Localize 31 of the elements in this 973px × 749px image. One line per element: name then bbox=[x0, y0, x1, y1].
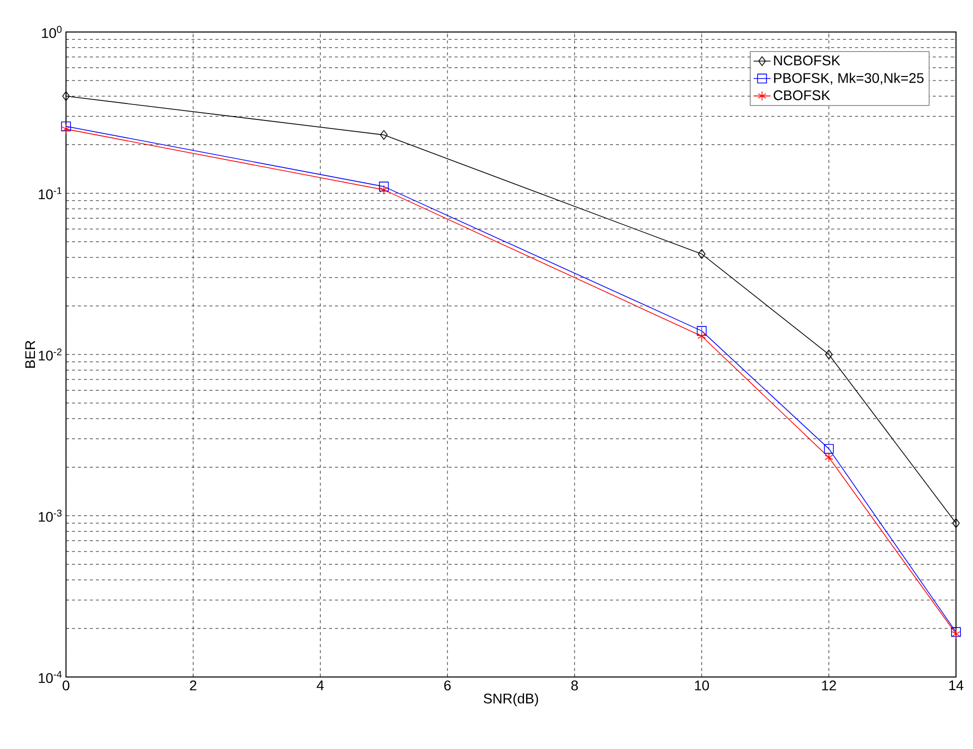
y-axis-title: BER bbox=[25, 340, 35, 368]
x-tick-label: 4 bbox=[316, 680, 324, 690]
y-tick-label: 10$^{-1}$ bbox=[38, 187, 62, 200]
point bbox=[62, 124, 70, 134]
point bbox=[825, 350, 833, 360]
x-tick-label: 10 bbox=[695, 680, 709, 690]
legend-label: CBOFSK bbox=[774, 90, 830, 100]
point bbox=[380, 184, 388, 195]
x-tick-label: 2 bbox=[190, 680, 196, 690]
y-tick-label: 10$^{-4}$ bbox=[38, 670, 62, 684]
point bbox=[696, 326, 707, 336]
point bbox=[61, 121, 71, 132]
x-tick-label: 14 bbox=[949, 680, 964, 690]
x-tick-label: 6 bbox=[444, 680, 451, 690]
legend-label: PBOFSK, Mk=30,Nk=25 bbox=[774, 72, 924, 85]
y-tick-label: 10$^{-3}$ bbox=[38, 510, 62, 522]
point bbox=[698, 249, 706, 259]
legend-label: NCBOFSK bbox=[774, 56, 840, 66]
x-tick-label: 0 bbox=[62, 680, 70, 690]
y-tick-label: 10$^{0}$ bbox=[42, 26, 62, 38]
point bbox=[824, 452, 834, 462]
point bbox=[378, 182, 389, 192]
point bbox=[952, 518, 960, 528]
point bbox=[697, 331, 706, 341]
point bbox=[824, 444, 834, 454]
x-tick-label: 8 bbox=[571, 680, 578, 690]
point bbox=[380, 130, 388, 140]
x-tick-label: 12 bbox=[822, 680, 836, 690]
y-tick-label: 10$^{-2}$ bbox=[38, 348, 62, 361]
point bbox=[62, 91, 70, 102]
x-axis-title: SNR(dB) bbox=[484, 693, 538, 706]
